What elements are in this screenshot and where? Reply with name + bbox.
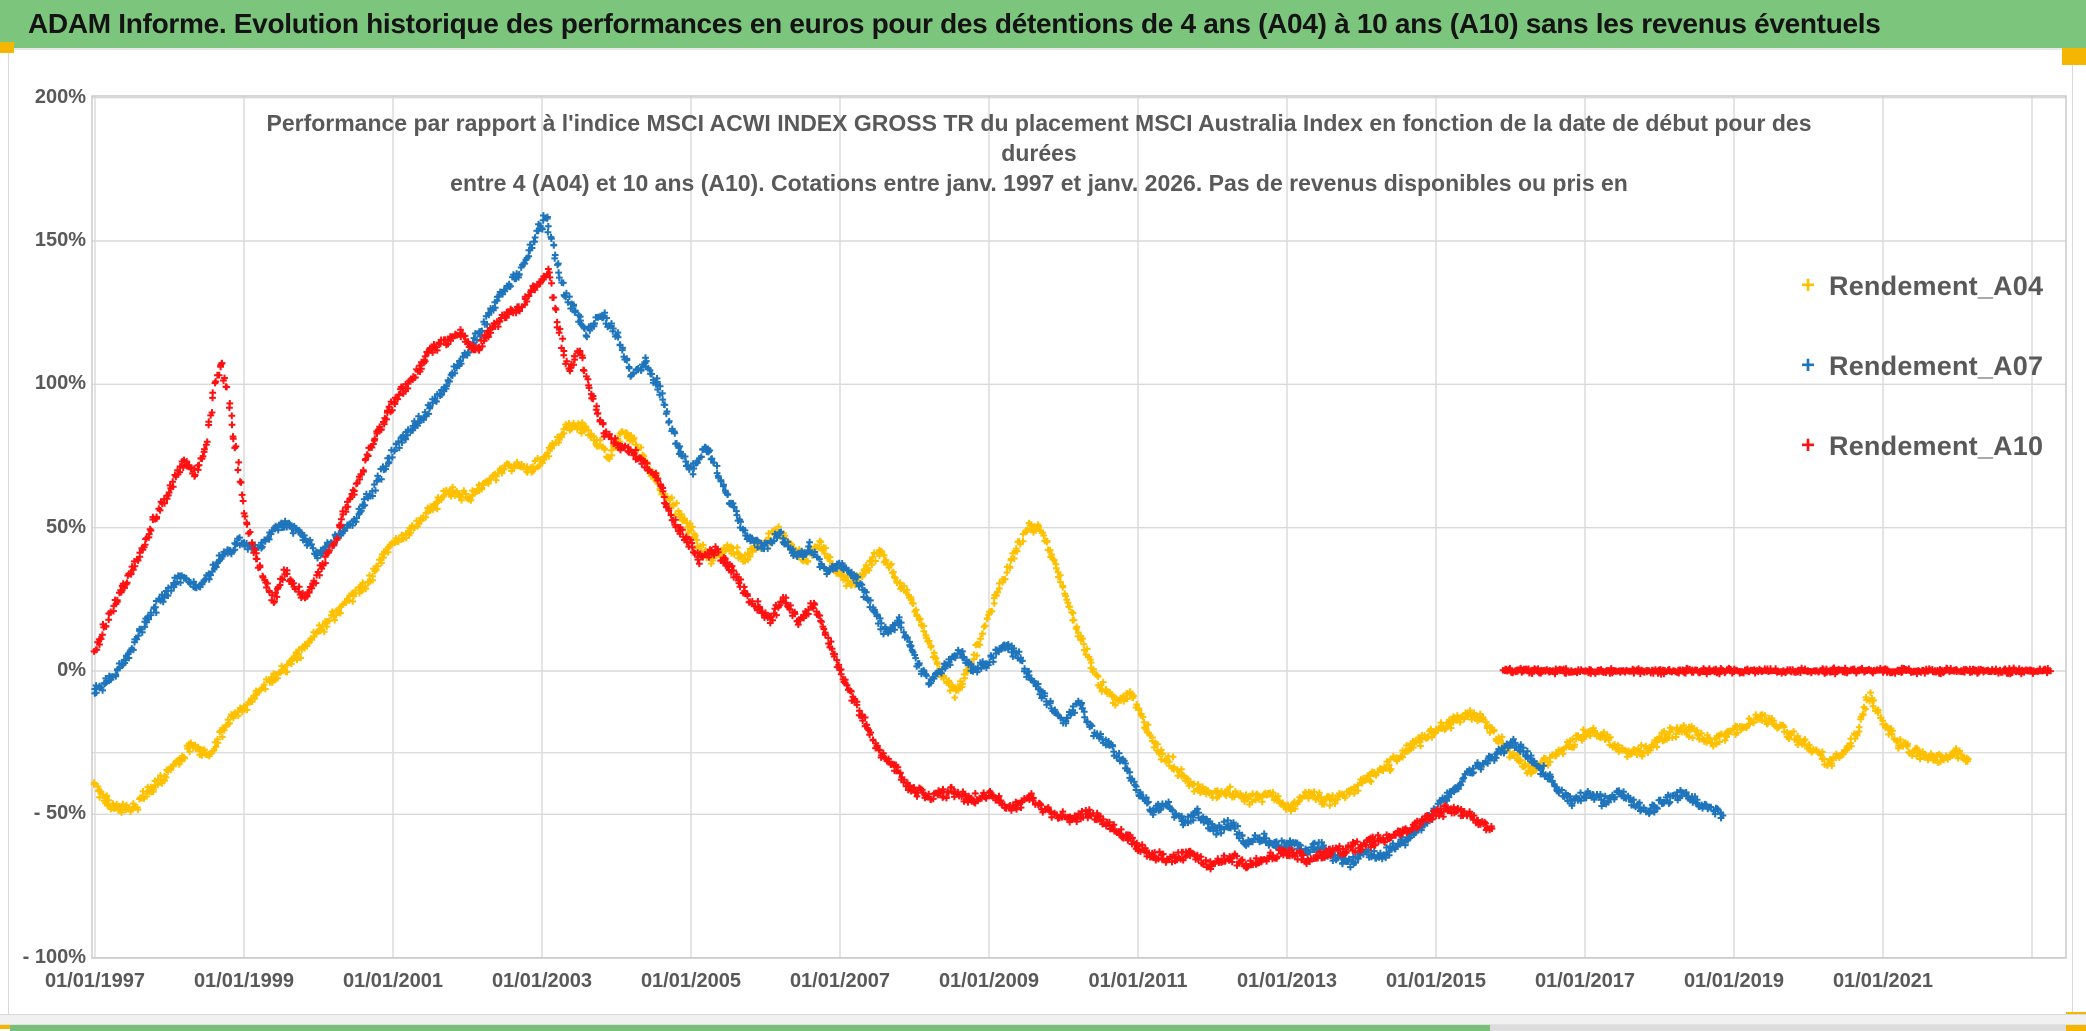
x-tick-label: 01/01/2001 <box>342 970 444 992</box>
chart-left-border <box>8 52 9 1014</box>
chart-title-line2: durées <box>1001 140 1077 166</box>
sheet-header: ADAM Informe. Evolution historique des p… <box>0 0 2086 50</box>
legend-label: Rendement_A07 <box>1829 350 2044 381</box>
x-tick-label: 01/01/1999 <box>193 970 295 992</box>
x-tick-label: 01/01/2009 <box>938 970 1040 992</box>
x-tick-label: 01/01/2019 <box>1683 970 1785 992</box>
accent-top-right <box>2062 48 2086 65</box>
legend[interactable]: + Rendement_A04 + Rendement_A07 + Rendement_A… <box>1801 246 2043 486</box>
x-tick-label: 01/01/2015 <box>1385 970 1487 992</box>
chart-object[interactable]: Performance par rapport à l'indice MSCI … <box>9 50 2072 1014</box>
series-Rendement_A10-zero-cloud <box>1499 664 2054 678</box>
plot-border <box>91 95 2067 959</box>
x-tick-label: 01/01/1997 <box>44 970 146 992</box>
x-tick-label: 01/01/2003 <box>491 970 593 992</box>
plot-canvas <box>90 95 2067 959</box>
chart-title-line3: entre 4 (A04) et 10 ans (A10). Cotations… <box>450 170 1628 196</box>
x-tick-label: 01/01/2007 <box>789 970 891 992</box>
y-tick-label: 150% <box>34 228 86 251</box>
legend-label: Rendement_A10 <box>1829 430 2044 461</box>
y-tick-label: - 100% <box>22 945 86 968</box>
legend-label: Rendement_A04 <box>1829 270 2044 301</box>
sheet-title: ADAM Informe. Evolution historique des p… <box>28 8 1881 39</box>
y-tick-label: 100% <box>34 372 86 395</box>
series-Rendement_A04 <box>90 419 1972 816</box>
legend-plus-marker-icon: + <box>1801 272 1816 299</box>
y-tick-label: 0% <box>57 659 86 681</box>
chart-title: Performance par rapport à l'indice MSCI … <box>159 108 1919 198</box>
y-tick-label: 200% <box>34 85 86 108</box>
legend-plus-marker-icon: + <box>1801 352 1816 379</box>
accent-top-left <box>0 42 14 53</box>
y-tick-label: - 50% <box>33 802 86 825</box>
legend-item-Rendement_A04[interactable]: + Rendement_A04 <box>1801 246 2043 326</box>
sheet-tab-bar-empty <box>1490 1025 2066 1031</box>
x-tick-label: 01/01/2017 <box>1534 970 1636 992</box>
x-tick-label: 01/01/2005 <box>640 970 742 992</box>
chart-right-border <box>2072 52 2073 1014</box>
sheet-tab-bar <box>10 1025 1490 1031</box>
legend-item-Rendement_A10[interactable]: + Rendement_A10 <box>1801 406 2043 486</box>
chart-title-line1: Performance par rapport à l'indice MSCI … <box>266 110 1812 136</box>
horizontal-scrollbar[interactable] <box>0 1014 2086 1025</box>
series-Rendement_A10 <box>90 265 1496 873</box>
legend-item-Rendement_A07[interactable]: + Rendement_A07 <box>1801 326 2043 406</box>
y-tick-label: 50% <box>45 515 86 538</box>
legend-plus-marker-icon: + <box>1801 432 1816 459</box>
x-tick-label: 01/01/2011 <box>1088 970 1188 992</box>
x-tick-label: 01/01/2013 <box>1236 970 1338 992</box>
x-tick-label: 01/01/2021 <box>1832 970 1934 992</box>
